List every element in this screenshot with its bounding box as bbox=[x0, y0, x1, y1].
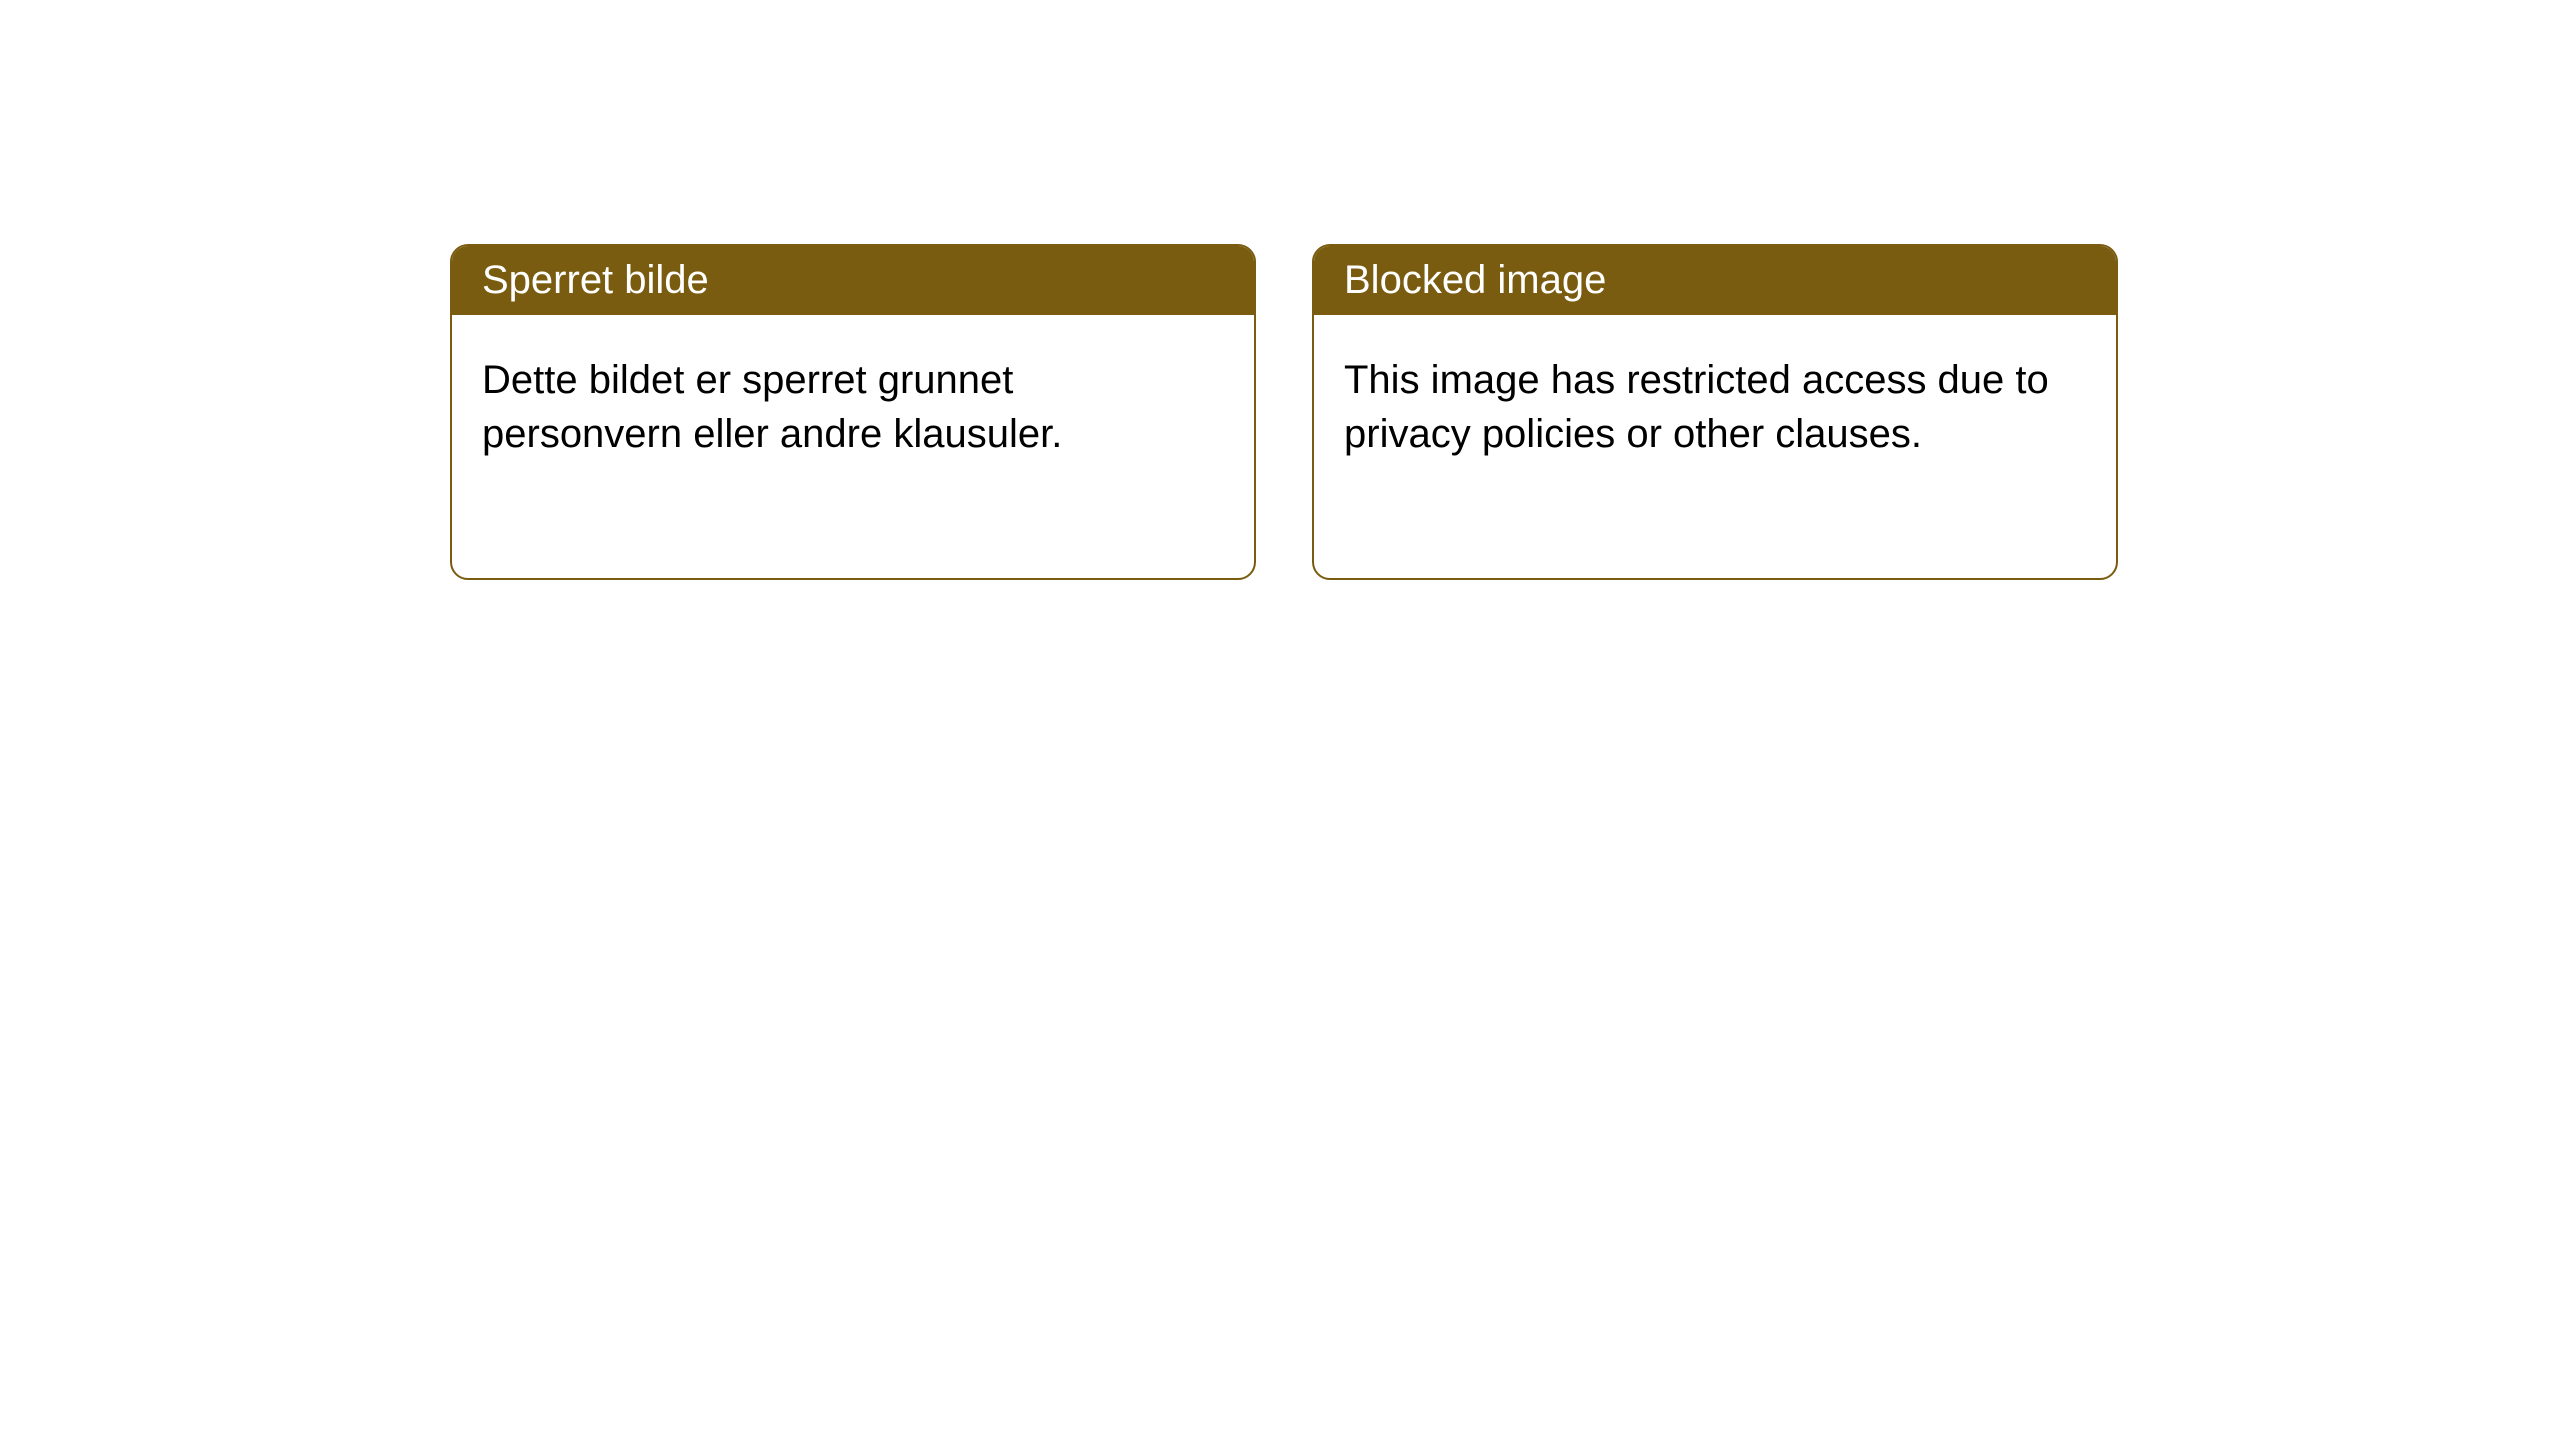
blocked-image-card-no: Sperret bilde Dette bildet er sperret gr… bbox=[450, 244, 1256, 580]
card-title-en: Blocked image bbox=[1314, 246, 2116, 315]
blocked-image-card-en: Blocked image This image has restricted … bbox=[1312, 244, 2118, 580]
blocked-image-cards: Sperret bilde Dette bildet er sperret gr… bbox=[450, 244, 2118, 580]
card-title-no: Sperret bilde bbox=[452, 246, 1254, 315]
card-body-no: Dette bildet er sperret grunnet personve… bbox=[452, 315, 1254, 499]
card-body-en: This image has restricted access due to … bbox=[1314, 315, 2116, 499]
